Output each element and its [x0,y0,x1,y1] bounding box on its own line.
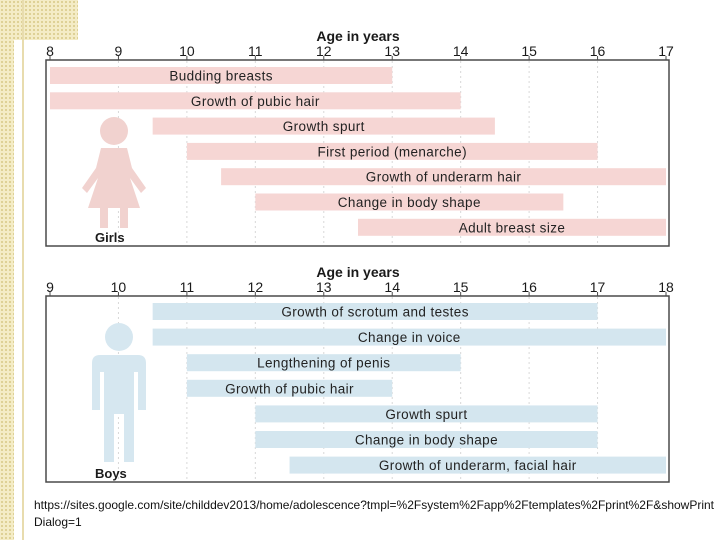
boys-bar [289,456,666,474]
girls-bar [221,168,666,186]
boys-bar [186,379,393,397]
boys-tick-label: 15 [453,279,469,295]
boys-tick-label: 16 [521,279,537,295]
boys-bar [152,303,598,320]
boys-bar [152,328,666,346]
girls-tick-label: 11 [248,43,263,59]
girls-bar [50,67,393,84]
boys-chart: Age in years 9 10 11 12 13 14 15 16 17 18 Boys Gr… [45,264,674,483]
source-url-text: https://sites.google.com/site/childdev20… [34,498,715,529]
girls-bar-label: Growth of underarm hair [366,170,522,185]
boys-bar-label: Lengthening of penis [257,356,390,371]
girls-tick-label: 13 [384,43,400,59]
boys-tick-label: 14 [384,279,400,295]
boys-bar-label: Change in body shape [355,433,498,448]
boys-bar-label: Change in voice [358,330,461,345]
girl-figure-icon [82,117,146,228]
girls-bar [186,142,598,160]
girls-chart-title: Age in years [316,28,399,44]
boys-bar [255,405,598,423]
girls-bar [152,117,495,135]
decorative-corner-pattern [0,0,78,40]
boys-bar-label: Growth of pubic hair [225,381,354,396]
boys-bar-label: Growth of scrotum and testes [281,305,469,320]
boys-chart-title: Age in years [316,264,399,280]
girls-bar-label: Budding breasts [169,69,273,84]
girls-label: Girls [95,230,125,245]
girls-bar-label: Growth of pubic hair [191,94,320,109]
boys-tick-label: 18 [658,279,674,295]
girls-bars: Budding breasts Growth of pubic hair Growt… [50,67,666,236]
boy-figure-icon [92,323,146,462]
boys-bars: Growth of scrotum and testes Change in vo… [152,303,666,474]
girls-tick-label: 15 [521,43,537,59]
boys-bar-label: Growth spurt [385,407,467,422]
girls-tick-label: 8 [46,43,54,59]
boys-tick-label: 9 [46,279,54,295]
boys-bar [186,354,461,372]
boys-tick-label: 17 [590,279,606,295]
boys-tick-label: 10 [111,279,127,295]
boys-axis-ticks: 9 10 11 12 13 14 15 16 17 18 [46,279,674,296]
girls-bar-label: Adult breast size [459,220,566,235]
girls-bar-label: First period (menarche) [317,144,467,159]
girls-tick-label: 16 [590,43,606,59]
boys-bar-label: Growth of underarm, facial hair [379,458,577,473]
girls-axis-ticks: 8 9 10 11 12 13 14 15 16 17 [46,43,674,60]
boys-label: Boys [95,466,127,481]
boys-tick-label: 13 [316,279,332,295]
girls-bar [50,92,461,110]
girls-bar [358,218,666,236]
girls-tick-label: 12 [316,43,332,59]
boys-bar [255,431,598,448]
decorative-side-strip [0,40,14,540]
girls-chart: Age in years 8 9 10 11 12 13 14 15 16 17 Girls Bu… [45,28,674,247]
boys-tick-label: 11 [180,279,195,295]
girls-tick-label: 10 [179,43,195,59]
girls-bar-label: Growth spurt [283,119,365,134]
girls-tick-label: 17 [658,43,674,59]
girls-tick-label: 14 [453,43,469,59]
boys-tick-label: 12 [248,279,264,295]
girls-bar-label: Change in body shape [338,195,481,210]
decorative-border-line [22,0,24,540]
girls-bar [255,193,564,211]
girls-tick-label: 9 [115,43,123,59]
